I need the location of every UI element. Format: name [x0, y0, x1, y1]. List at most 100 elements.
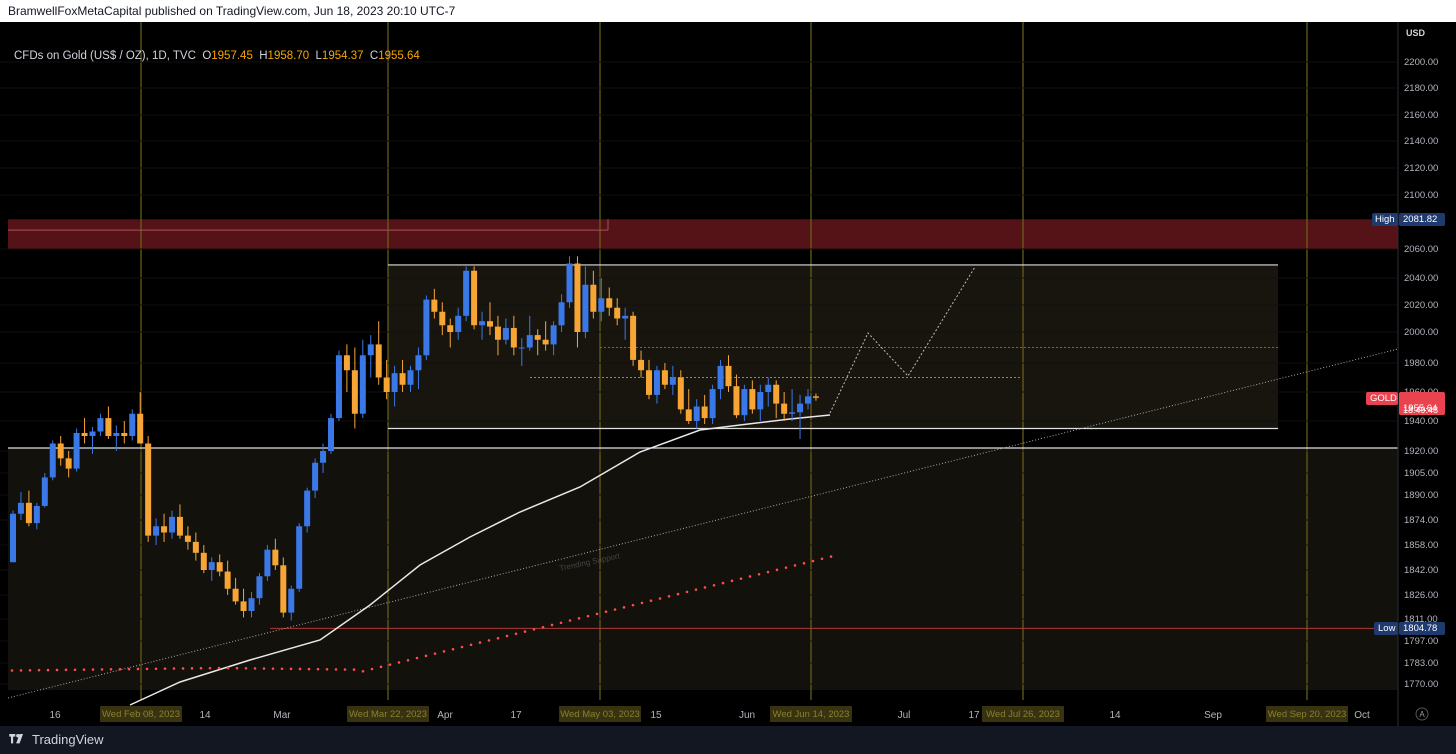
candle-body[interactable] [510, 327, 517, 348]
candle-body[interactable] [574, 263, 581, 333]
candle-body[interactable] [757, 392, 764, 410]
candle-body[interactable] [646, 370, 652, 395]
candle-body[interactable] [264, 549, 271, 577]
candle-body[interactable] [312, 462, 319, 491]
candle-body[interactable] [566, 263, 573, 303]
candle-body[interactable] [304, 490, 311, 527]
candle-body[interactable] [328, 418, 334, 451]
candle-body[interactable] [725, 365, 732, 387]
candle-body[interactable] [320, 451, 327, 463]
candle-body[interactable] [518, 347, 525, 349]
candle-body[interactable] [97, 418, 104, 432]
candle-body[interactable] [773, 384, 780, 404]
candle-body[interactable] [343, 355, 350, 371]
candle-body[interactable] [240, 601, 247, 611]
candle-body[interactable] [534, 335, 541, 340]
candle-body[interactable] [367, 344, 374, 356]
chart-svg[interactable]: Trending Support USD2200.002180.002160.0… [0, 22, 1456, 726]
candle-body[interactable] [113, 433, 120, 436]
candle-body[interactable] [638, 359, 645, 371]
candle-body[interactable] [693, 406, 700, 422]
candle-body[interactable] [296, 526, 303, 589]
candle-body[interactable] [248, 598, 255, 611]
candle-body[interactable] [653, 370, 660, 395]
auto-scale-icon[interactable] [1415, 707, 1429, 721]
candle-body[interactable] [781, 403, 788, 414]
candle-body[interactable] [335, 355, 342, 419]
candle-body[interactable] [415, 355, 422, 371]
candle-body[interactable] [606, 298, 613, 308]
candle-body[interactable] [33, 505, 40, 524]
candle-body[interactable] [25, 502, 32, 524]
candle-body[interactable] [598, 298, 605, 312]
candle-body[interactable] [526, 335, 533, 348]
candle-body[interactable] [479, 321, 486, 326]
candle-body[interactable] [463, 270, 470, 316]
chart-area[interactable]: Trending Support USD 2200.00 2180.00 2160.0… [0, 22, 1456, 726]
candle-body[interactable] [502, 327, 509, 340]
candle-body[interactable] [709, 389, 716, 419]
candle-body[interactable] [57, 443, 64, 459]
tradingview-logo[interactable]: TradingView [8, 726, 104, 754]
candle-body[interactable] [137, 413, 144, 444]
candle-body[interactable] [121, 433, 128, 436]
candle-body[interactable] [669, 377, 676, 385]
candle-body[interactable] [145, 443, 152, 536]
candle-body[interactable] [391, 373, 398, 392]
candle-body[interactable] [256, 576, 263, 599]
candle-body[interactable] [10, 513, 16, 563]
candle-body[interactable] [701, 406, 708, 419]
candle-body[interactable] [733, 386, 740, 416]
candle-body[interactable] [439, 311, 446, 326]
candle-body[interactable] [169, 516, 175, 533]
candle-body[interactable] [455, 315, 462, 332]
candle-body[interactable] [749, 389, 756, 410]
candle-body[interactable] [399, 373, 406, 385]
candle-body[interactable] [494, 326, 501, 340]
candle-body[interactable] [280, 565, 287, 613]
candle-body[interactable] [677, 377, 684, 410]
candle-body[interactable] [232, 588, 239, 602]
candle-body[interactable] [184, 535, 191, 542]
candle-body[interactable] [65, 458, 72, 469]
candle-body[interactable] [487, 321, 493, 327]
candle-body[interactable] [161, 526, 168, 533]
candle-body[interactable] [797, 403, 804, 413]
candle-body[interactable] [129, 413, 136, 436]
candle-body[interactable] [153, 526, 160, 536]
candle-body[interactable] [582, 284, 589, 332]
candle-body[interactable] [407, 370, 414, 385]
candle-body[interactable] [17, 502, 24, 514]
candle-body[interactable] [224, 571, 231, 589]
candle-body[interactable] [49, 443, 56, 478]
candle-body[interactable] [812, 396, 819, 398]
candle-body[interactable] [542, 339, 549, 345]
candle-body[interactable] [176, 516, 183, 536]
candle-body[interactable] [200, 552, 207, 570]
candle-body[interactable] [89, 431, 96, 437]
candle-body[interactable] [423, 299, 430, 356]
candle-body[interactable] [272, 549, 279, 566]
candle-body[interactable] [288, 588, 295, 613]
candle-body[interactable] [630, 315, 637, 360]
candle-body[interactable] [805, 396, 811, 404]
candle-body[interactable] [359, 355, 366, 414]
candle-body[interactable] [550, 325, 557, 345]
candle-body[interactable] [765, 384, 772, 392]
candle-body[interactable] [789, 412, 796, 414]
candle-body[interactable] [105, 418, 112, 436]
candle-body[interactable] [717, 365, 724, 390]
candle-body[interactable] [741, 389, 748, 416]
candle-body[interactable] [383, 377, 390, 393]
candle-body[interactable] [41, 477, 48, 506]
candle-body[interactable] [622, 315, 629, 319]
candle-body[interactable] [685, 409, 692, 421]
candle-body[interactable] [73, 433, 80, 469]
candle-body[interactable] [558, 302, 565, 326]
candle-body[interactable] [375, 344, 382, 378]
candle-body[interactable] [81, 433, 88, 436]
candle-body[interactable] [590, 284, 597, 312]
candle-body[interactable] [208, 562, 215, 570]
candle-body[interactable] [351, 370, 358, 414]
candle-body[interactable] [431, 299, 438, 312]
